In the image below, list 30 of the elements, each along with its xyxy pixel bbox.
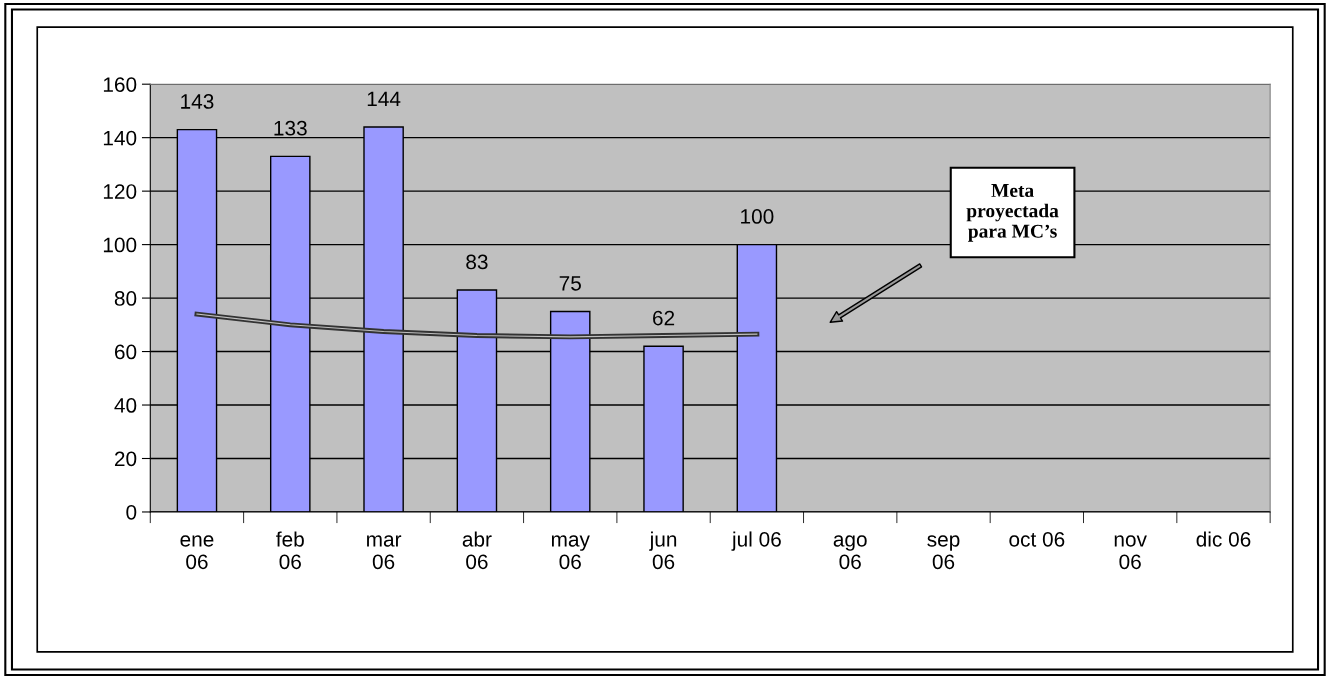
annotation: Meta proyectada para MC’s [966,184,1059,242]
x-tick-label: jul 06 [731,531,781,551]
x-tick-label: mar 06 [367,535,402,570]
data-label: 100 [741,209,774,224]
y-tick-label: 60 [114,344,137,360]
x-tick-label: abr 06 [462,531,492,570]
x-tick-label: oct 06 [1009,531,1065,547]
y-tick-label: 100 [103,237,137,253]
x-tick-label: jun 06 [649,531,677,570]
x-tick-label: ago 06 [833,535,867,570]
data-label: 144 [367,91,401,106]
y-tick-label: 0 [126,504,137,520]
x-tick-label: ene 06 [180,535,214,570]
x-tick-label: nov 06 [1114,535,1147,570]
y-tick-label: 20 [114,451,137,467]
y-tick-label: 140 [103,130,137,146]
data-label: 143 [181,94,214,109]
data-label: 62 [653,310,675,326]
x-tick-label: feb 06 [276,531,304,570]
x-tick-label: may 06 [551,535,590,570]
y-tick-label: 40 [114,398,137,413]
data-label: 83 [466,254,488,270]
y-tick-label: 160 [103,77,137,92]
line-series [194,311,760,340]
y-tick-label: 120 [103,184,137,199]
x-tick-label: dic 06 [1196,531,1251,547]
data-label: 75 [559,276,581,291]
y-tick-label: 80 [114,291,137,306]
data-label: 133 [274,120,307,136]
x-tick-label: sep 06 [927,535,960,570]
